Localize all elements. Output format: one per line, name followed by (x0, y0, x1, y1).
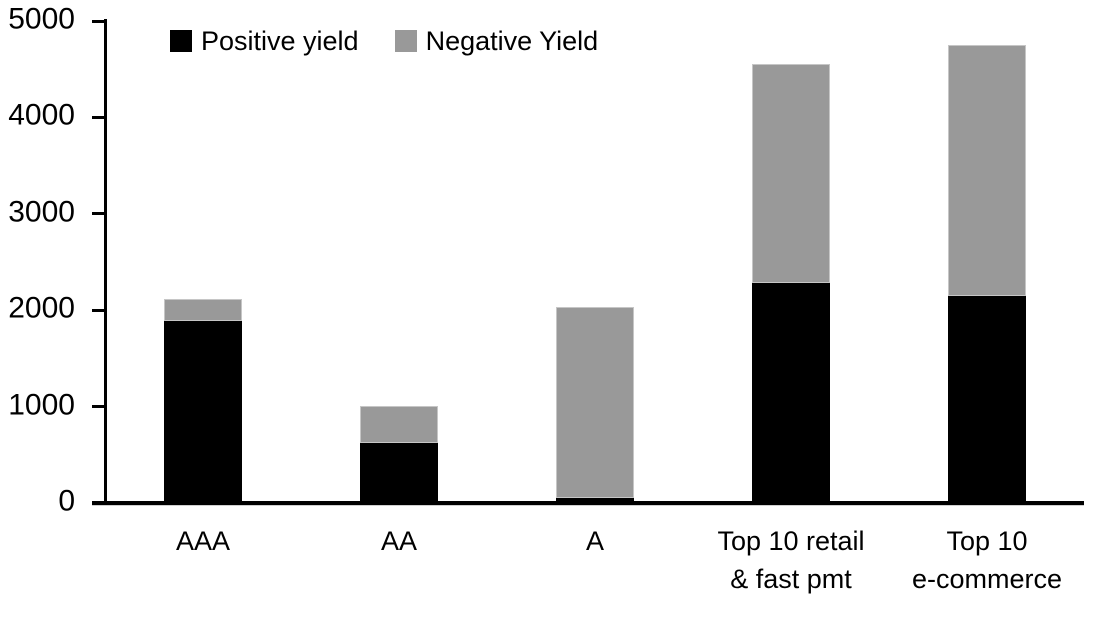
y-axis-tick-label: 3000 (8, 195, 75, 229)
bar-segment-negative-yield (752, 64, 830, 284)
y-axis-tick-mark (92, 115, 105, 119)
y-axis-tick-label: 2000 (8, 291, 75, 325)
legend-swatch-negative-yield-icon (394, 30, 417, 52)
y-axis-tick-mark (92, 501, 105, 505)
legend-item-negative-yield: Negative Yield (394, 26, 599, 56)
legend-label-negative-yield: Negative Yield (425, 26, 599, 56)
x-axis-category-label: Top 10 e-commerce (911, 526, 1063, 594)
y-axis-tick-mark (92, 19, 105, 23)
bar-segment-negative-yield (164, 298, 242, 321)
legend-swatch-positive-yield-icon (170, 30, 192, 52)
y-axis-tick-mark (92, 405, 105, 409)
y-axis-line (104, 19, 107, 503)
bar-segment-positive-yield (360, 443, 438, 503)
y-axis-tick-label: 1000 (8, 388, 75, 422)
x-axis-category-label: Top 10 retail & fast pmt (717, 526, 865, 594)
y-axis-tick-label: 4000 (8, 99, 75, 133)
x-axis-category-label: A (585, 526, 604, 556)
bar-segment-negative-yield (556, 307, 634, 499)
y-axis-tick-mark (92, 308, 105, 312)
x-axis-category-label: AA (380, 526, 418, 556)
x-axis-category-label: AAA (175, 526, 231, 556)
bar-segment-positive-yield (164, 320, 242, 503)
bar-segment-positive-yield (752, 283, 830, 503)
legend-item-positive-yield: Positive yield (170, 26, 359, 56)
legend-label-positive-yield: Positive yield (201, 26, 359, 56)
chart-legend: Positive yield Negative Yield (170, 26, 598, 56)
y-axis-tick-label: 0 (58, 484, 75, 518)
y-axis-tick-mark (92, 212, 105, 216)
bar-segment-negative-yield (360, 406, 438, 444)
x-axis-line (92, 501, 1084, 505)
bar-segment-negative-yield (948, 45, 1026, 296)
bar-segment-positive-yield (948, 295, 1026, 503)
bar-segment-positive-yield (556, 498, 634, 503)
y-axis-tick-label: 5000 (8, 2, 75, 36)
